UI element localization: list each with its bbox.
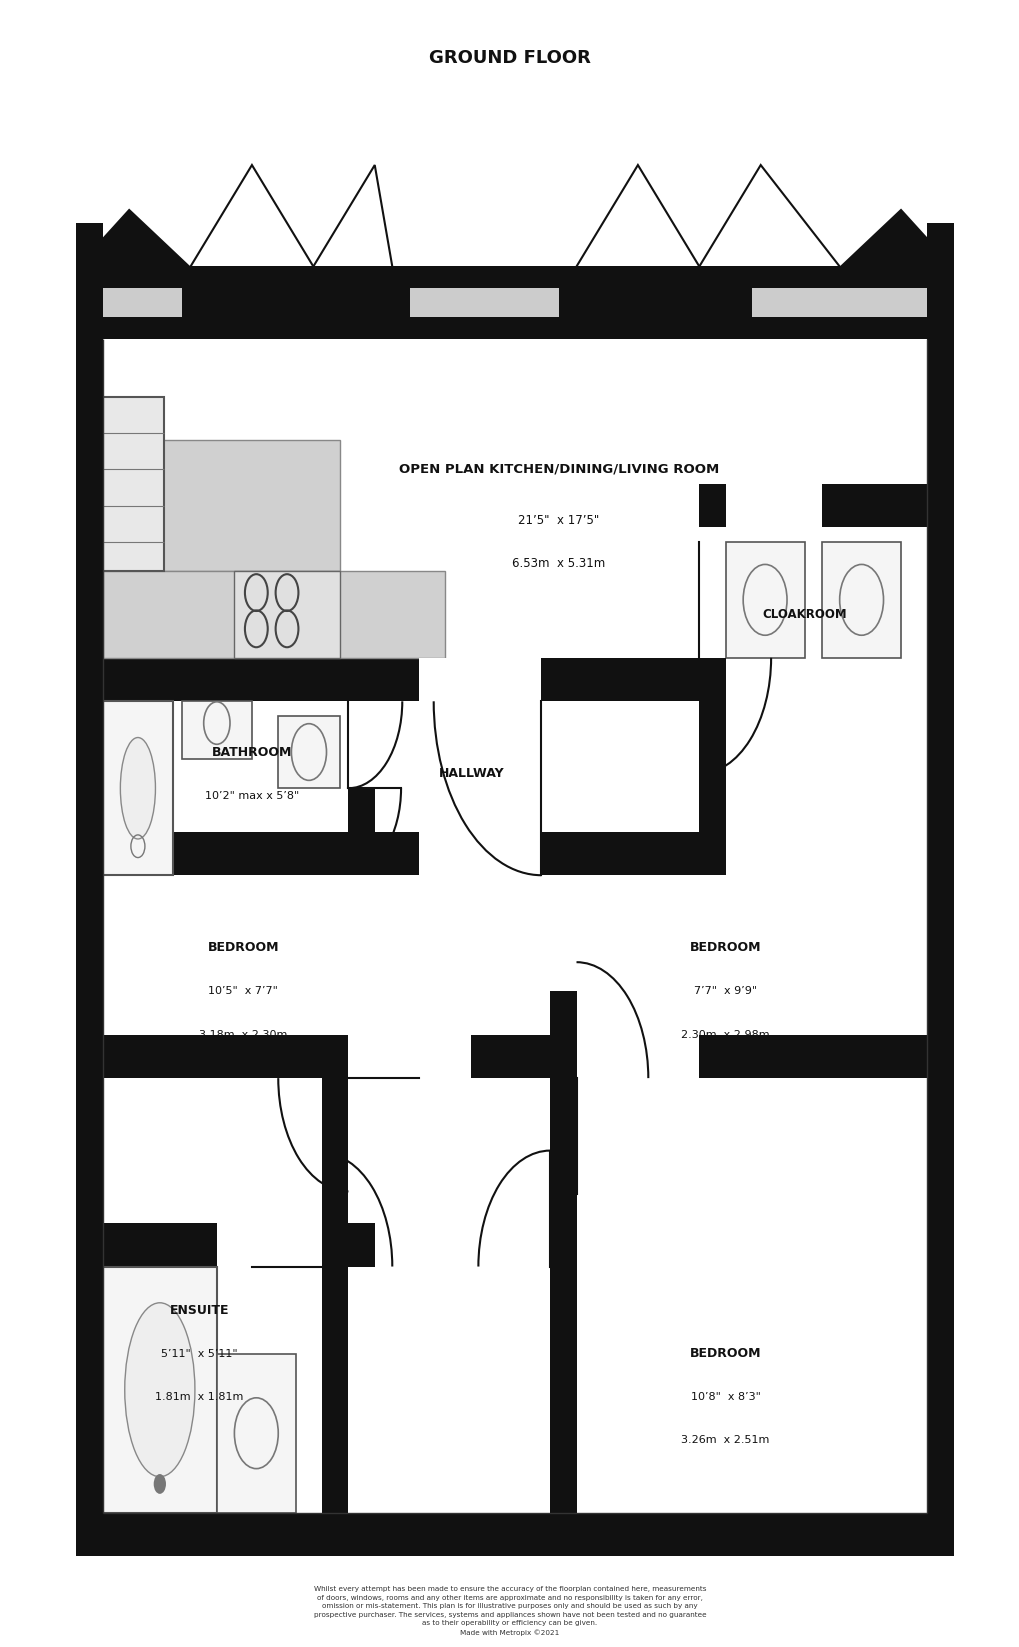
Text: 21’5"  x 17’5": 21’5" x 17’5" — [518, 514, 599, 527]
Bar — [103, 832, 699, 875]
Bar — [725, 542, 804, 657]
Bar — [103, 288, 181, 318]
Text: 7’7"  x 9’9": 7’7" x 9’9" — [693, 987, 756, 996]
Bar — [103, 1267, 217, 1514]
Bar — [734, 267, 953, 339]
Text: BATHROOM: BATHROOM — [212, 746, 291, 759]
Bar — [549, 991, 576, 1514]
Polygon shape — [76, 209, 191, 339]
Bar — [725, 484, 821, 527]
Text: 10’5"  x 7’7": 10’5" x 7’7" — [208, 987, 278, 996]
Bar — [926, 339, 953, 1556]
Ellipse shape — [120, 738, 155, 838]
Text: HALLWAY: HALLWAY — [438, 768, 503, 781]
Text: 3.18m  x 2.30m: 3.18m x 2.30m — [199, 1029, 287, 1039]
Text: BEDROOM: BEDROOM — [207, 940, 278, 954]
Bar — [348, 702, 374, 789]
Text: 10’8"  x 8’3": 10’8" x 8’3" — [690, 1392, 760, 1402]
Bar — [699, 657, 725, 875]
Bar — [103, 1224, 374, 1267]
Bar — [76, 107, 953, 339]
Bar — [103, 440, 339, 572]
Text: BEDROOM: BEDROOM — [689, 940, 760, 954]
Bar — [76, 267, 191, 339]
Bar — [699, 484, 926, 527]
Text: ENSUITE: ENSUITE — [169, 1303, 229, 1316]
Text: GROUND FLOOR: GROUND FLOOR — [429, 49, 590, 66]
Bar — [76, 222, 953, 1556]
Bar — [217, 1354, 296, 1514]
Text: CLOAKROOM: CLOAKROOM — [761, 608, 846, 621]
Circle shape — [154, 1474, 166, 1494]
Text: BEDROOM: BEDROOM — [689, 1347, 760, 1360]
Bar — [103, 440, 339, 572]
Bar — [322, 1034, 348, 1514]
Bar — [699, 657, 926, 702]
Bar — [181, 702, 252, 759]
Bar — [76, 222, 103, 1556]
Bar — [549, 1079, 576, 1267]
Bar — [103, 397, 164, 572]
Bar — [418, 832, 541, 875]
Bar — [926, 687, 953, 832]
Text: 3.26m  x 2.51m: 3.26m x 2.51m — [681, 1436, 769, 1446]
Bar — [576, 1034, 699, 1079]
Text: 5’11"  x 5’11": 5’11" x 5’11" — [161, 1349, 237, 1359]
Bar — [217, 1224, 322, 1267]
Bar — [278, 716, 339, 789]
Bar — [699, 657, 725, 702]
Bar — [76, 469, 103, 614]
Bar — [103, 657, 926, 702]
Bar — [926, 1237, 953, 1411]
Bar — [751, 288, 926, 318]
Bar — [103, 1034, 926, 1079]
Bar — [103, 702, 173, 875]
Bar — [76, 1514, 953, 1556]
Bar — [821, 542, 900, 657]
Bar — [418, 657, 541, 702]
Bar — [76, 1514, 953, 1556]
Polygon shape — [839, 209, 953, 339]
Text: 3.09m max x 1.72m: 3.09m max x 1.72m — [196, 833, 308, 843]
Text: OPEN PLAN KITCHEN/DINING/LIVING ROOM: OPEN PLAN KITCHEN/DINING/LIVING ROOM — [398, 463, 718, 476]
Bar — [348, 1034, 471, 1079]
Text: Whilst every attempt has been made to ensure the accuracy of the floorplan conta: Whilst every attempt has been made to en… — [314, 1586, 705, 1635]
Bar — [234, 572, 339, 657]
Bar — [103, 572, 444, 657]
Bar — [76, 1267, 103, 1411]
Bar — [76, 339, 103, 1556]
Bar — [76, 267, 953, 339]
Text: 1.81m  x 1.81m: 1.81m x 1.81m — [155, 1392, 244, 1402]
Text: 6.53m  x 5.31m: 6.53m x 5.31m — [512, 557, 605, 570]
Ellipse shape — [124, 1303, 195, 1477]
Text: 10’2" max x 5’8": 10’2" max x 5’8" — [205, 791, 299, 800]
Bar — [76, 875, 103, 991]
Bar — [348, 702, 374, 875]
Bar — [410, 288, 558, 318]
Bar — [103, 572, 444, 657]
Bar — [392, 267, 576, 339]
Text: 2.30m  x 2.98m: 2.30m x 2.98m — [681, 1029, 769, 1039]
Bar — [926, 222, 953, 1556]
